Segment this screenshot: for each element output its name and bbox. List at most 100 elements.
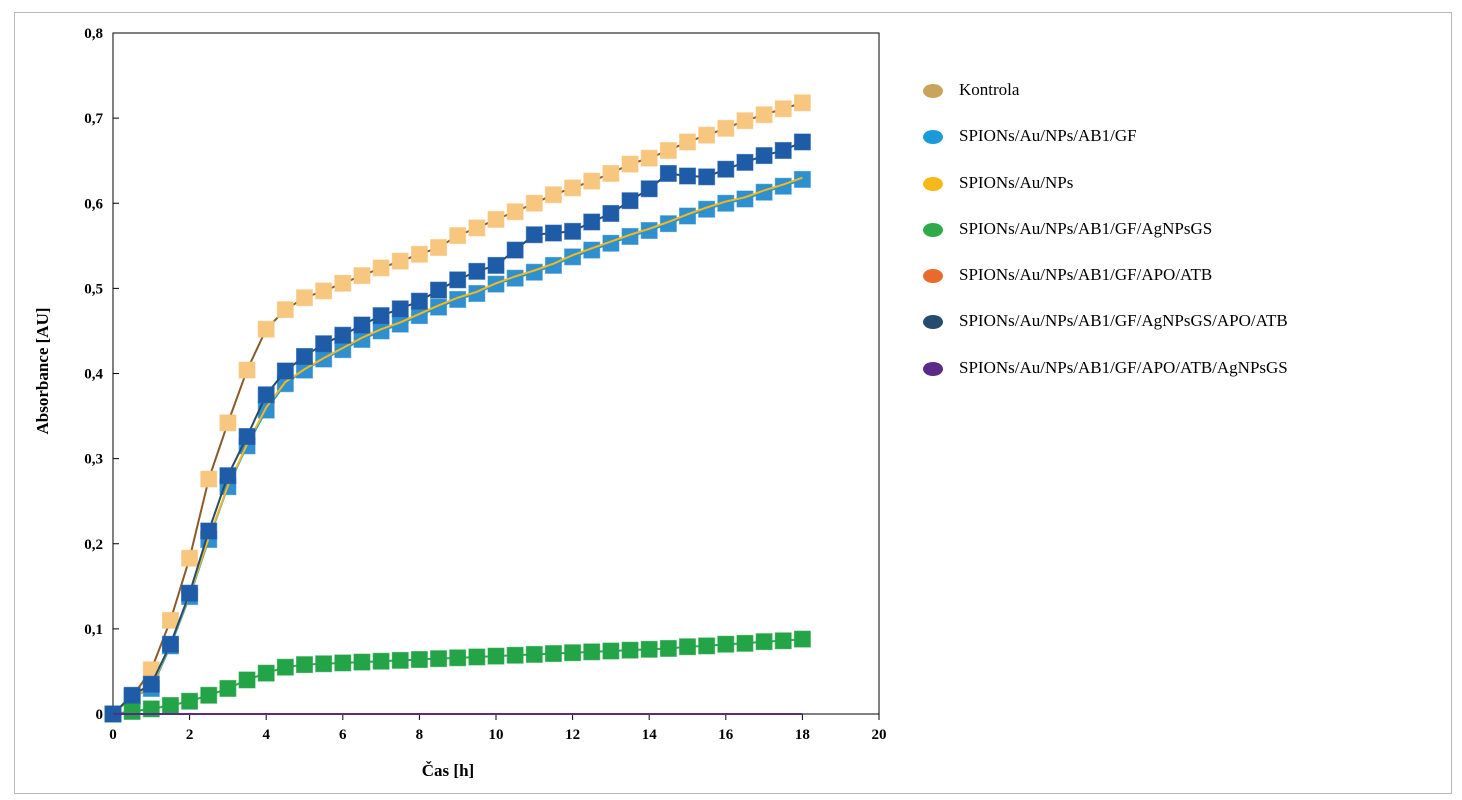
data-point xyxy=(276,301,294,319)
y-tick-label: 0,7 xyxy=(84,111,103,127)
data-point xyxy=(468,219,486,237)
chart-frame: 0 0,1 0,2 0,3 0,4 0,5 0,6 0,7 0,8 0 2 4 6 8 10 12 14 16 1… xyxy=(14,12,1452,794)
data-point xyxy=(698,200,716,218)
data-point xyxy=(659,164,677,182)
y-tick-label: 0 xyxy=(96,707,104,723)
line-chart: 0 0,1 0,2 0,3 0,4 0,5 0,6 0,7 0,8 0 2 4 6 8 10 12 14 16 1… xyxy=(33,26,887,780)
data-point xyxy=(372,307,390,325)
data-point xyxy=(544,645,562,663)
data-point xyxy=(296,656,313,674)
data-point xyxy=(296,347,313,365)
data-point xyxy=(430,650,448,668)
data-point xyxy=(257,320,275,338)
y-tick-label: 0,5 xyxy=(84,281,103,297)
y-tick-label: 0,2 xyxy=(84,537,103,553)
data-point xyxy=(315,655,333,673)
data-point xyxy=(200,686,218,704)
data-point xyxy=(583,172,601,190)
data-point xyxy=(334,326,352,344)
axes xyxy=(112,32,880,715)
data-point xyxy=(564,644,582,662)
data-point xyxy=(506,241,524,259)
y-tick-label: 0,8 xyxy=(84,26,103,42)
x-tick-label: 4 xyxy=(262,727,270,743)
data-point xyxy=(391,300,409,318)
data-point xyxy=(564,222,582,240)
series-1 xyxy=(104,94,811,723)
data-point xyxy=(736,634,754,652)
data-point xyxy=(793,133,811,151)
y-axis-ticks: 0 0,1 0,2 0,3 0,4 0,5 0,6 0,7 0,8 xyxy=(84,26,119,723)
legend-item: SPIONs/Au/NPs xyxy=(905,168,1425,214)
y-tick-label: 0,6 xyxy=(84,196,103,212)
x-tick-label: 20 xyxy=(872,727,887,743)
data-point xyxy=(640,149,658,167)
legend-marker-icon xyxy=(923,361,943,376)
data-point xyxy=(755,106,773,124)
legend-label: SPIONs/Au/NPs/AB1/GF/AgNPsGS/APO/ATB xyxy=(959,311,1288,331)
data-point xyxy=(468,648,486,666)
legend-item: SPIONs/Au/NPs/AB1/GF/APO/ATB xyxy=(905,260,1425,306)
data-point xyxy=(276,362,294,380)
data-point xyxy=(200,522,218,540)
data-point xyxy=(449,227,467,245)
data-point xyxy=(161,696,179,714)
x-tick-label: 8 xyxy=(416,727,424,743)
legend-marker-icon xyxy=(923,84,943,98)
legend-label: SPIONs/Au/NPs/AB1/GF/APO/ATB/AgNPsGS xyxy=(959,357,1288,377)
data-point xyxy=(506,646,524,664)
data-point xyxy=(755,147,773,165)
data-point xyxy=(353,316,371,334)
legend: Kontrola SPIONs/Au/NPs/AB1/GF SPIONs/Au/NP… xyxy=(905,75,1425,399)
data-point xyxy=(181,692,199,710)
data-point xyxy=(736,153,754,171)
data-point xyxy=(621,227,639,245)
data-point xyxy=(487,647,505,665)
data-point xyxy=(679,167,696,185)
data-point xyxy=(315,282,333,300)
data-point xyxy=(487,210,505,228)
legend-label: SPIONs/Au/NPs xyxy=(959,172,1074,192)
data-point xyxy=(391,651,409,669)
data-point xyxy=(391,252,409,270)
data-point xyxy=(238,361,256,379)
data-point xyxy=(315,335,333,353)
data-point xyxy=(296,289,313,307)
data-point xyxy=(506,269,524,287)
legend-item: Kontrola xyxy=(905,75,1425,121)
data-point xyxy=(257,664,275,682)
data-point xyxy=(142,675,160,693)
data-point xyxy=(774,100,792,118)
legend-marker-icon xyxy=(923,315,943,330)
data-point xyxy=(372,652,390,670)
data-point xyxy=(219,414,237,432)
data-point xyxy=(181,584,199,602)
data-point xyxy=(564,179,582,197)
data-point xyxy=(123,702,141,720)
series-3 xyxy=(112,176,803,715)
data-point xyxy=(793,94,811,112)
data-point xyxy=(793,170,811,188)
legend-label: SPIONs/Au/NPs/AB1/GF/APO/ATB xyxy=(959,265,1213,285)
data-point xyxy=(755,183,773,201)
data-point xyxy=(525,645,543,663)
data-point xyxy=(238,671,256,689)
data-point xyxy=(353,653,371,671)
data-point xyxy=(621,192,639,210)
data-point xyxy=(621,155,639,173)
data-point xyxy=(430,281,448,299)
x-tick-label: 16 xyxy=(718,727,734,743)
data-point xyxy=(698,637,716,655)
y-tick-label: 0,3 xyxy=(84,452,103,468)
data-point xyxy=(181,549,199,567)
legend-label: SPIONs/Au/NPs/AB1/GF/AgNPsGS xyxy=(959,218,1213,238)
data-point xyxy=(736,112,754,130)
data-point xyxy=(774,141,792,159)
x-tick-label: 14 xyxy=(642,727,658,743)
legend-item: SPIONs/Au/NPs/AB1/GF/AgNPsGS/APO/ATB xyxy=(905,306,1425,352)
data-point xyxy=(506,203,524,221)
series-4 xyxy=(104,630,811,723)
y-axis-title: Absorbance [AU] xyxy=(33,307,52,434)
legend-marker-icon xyxy=(923,130,943,145)
data-point xyxy=(525,226,543,244)
